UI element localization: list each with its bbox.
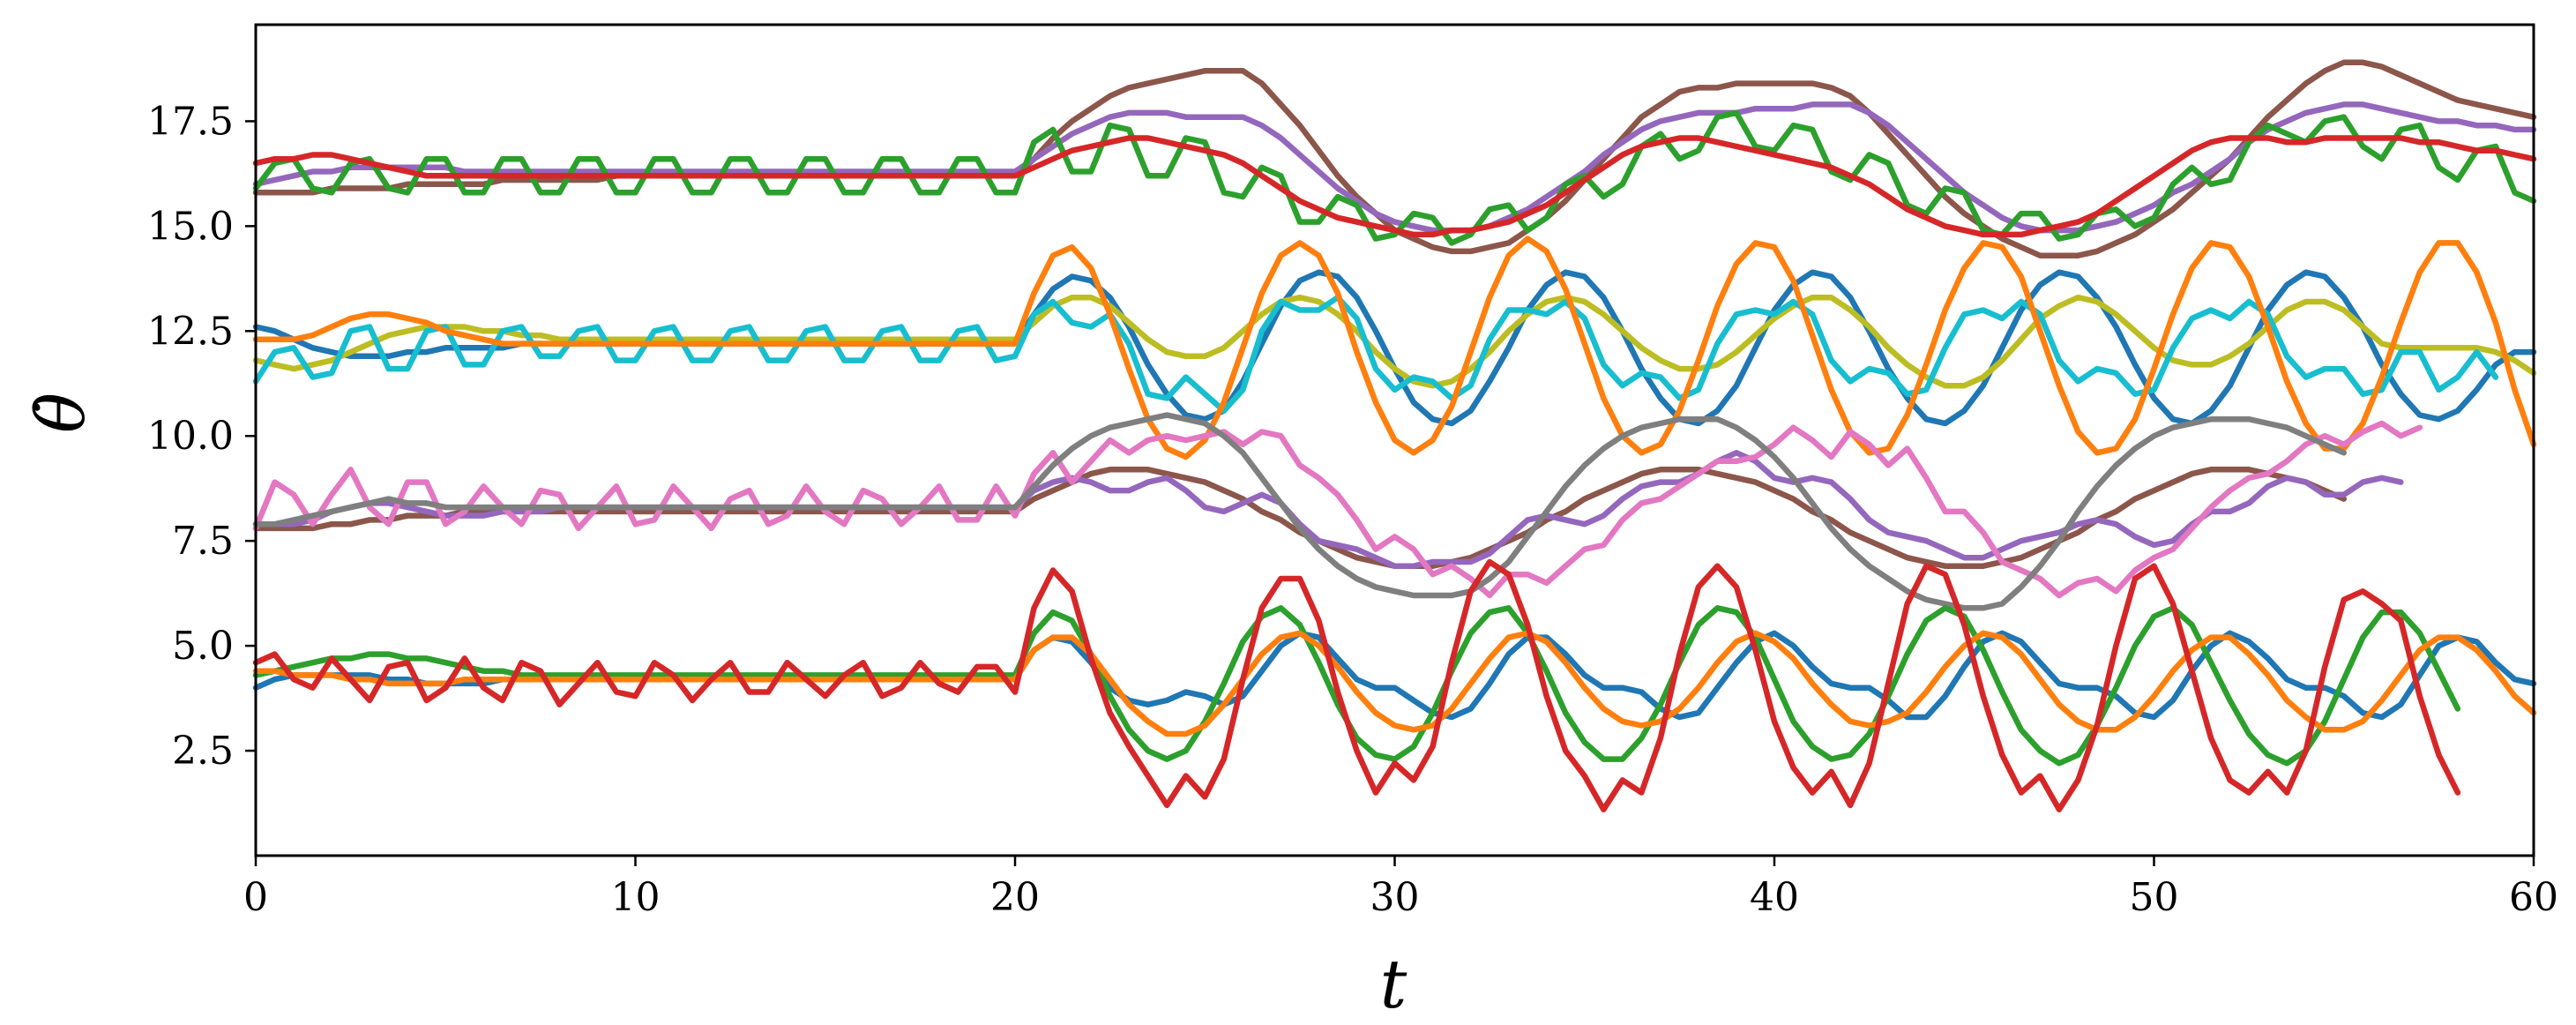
y-tick-label: 7.5 [172, 519, 234, 564]
y-tick-label: 5.0 [172, 624, 234, 669]
series-line-group4-green [252, 605, 2461, 767]
series-line-group2-orange [252, 236, 2537, 460]
x-tick-label: 60 [2509, 875, 2558, 920]
x-tick-label: 10 [611, 875, 661, 920]
x-axis-label: t [1380, 945, 1407, 1023]
series-line-group4-red [252, 558, 2461, 812]
x-tick-label: 0 [243, 875, 268, 920]
series-layer [252, 59, 2537, 812]
series-line-group4-orange [252, 630, 2537, 737]
y-tick-label: 17.5 [147, 99, 234, 144]
x-tick-label: 20 [990, 875, 1040, 920]
series-line-group1-green [252, 109, 2537, 246]
y-tick-label: 10.0 [147, 414, 234, 459]
y-axis-label: θ̇ [21, 393, 100, 433]
x-axis: 0 10 20 30 40 50 60 [243, 856, 2558, 920]
x-tick-label: 40 [1750, 875, 1799, 920]
y-tick-label: 2.5 [172, 729, 234, 774]
series-line-group3-brown [252, 467, 2348, 569]
series-line-group2-blue [252, 269, 2537, 427]
series-line-group2-olive [252, 294, 2537, 389]
series-line-group1-red [252, 135, 2537, 238]
series-line-group3-pink [252, 420, 2423, 599]
y-tick-label: 12.5 [147, 309, 234, 354]
y-axis: 2.5 5.0 7.5 10.0 12.5 15.0 17.5 [147, 99, 256, 774]
series-line-group2-cyan [252, 294, 2499, 414]
x-tick-label: 30 [1370, 875, 1420, 920]
series-line-group3-gray [252, 412, 2348, 611]
x-tick-label: 50 [2130, 875, 2179, 920]
series-line-group1-purple [252, 101, 2537, 234]
y-tick-label: 15.0 [147, 204, 234, 249]
